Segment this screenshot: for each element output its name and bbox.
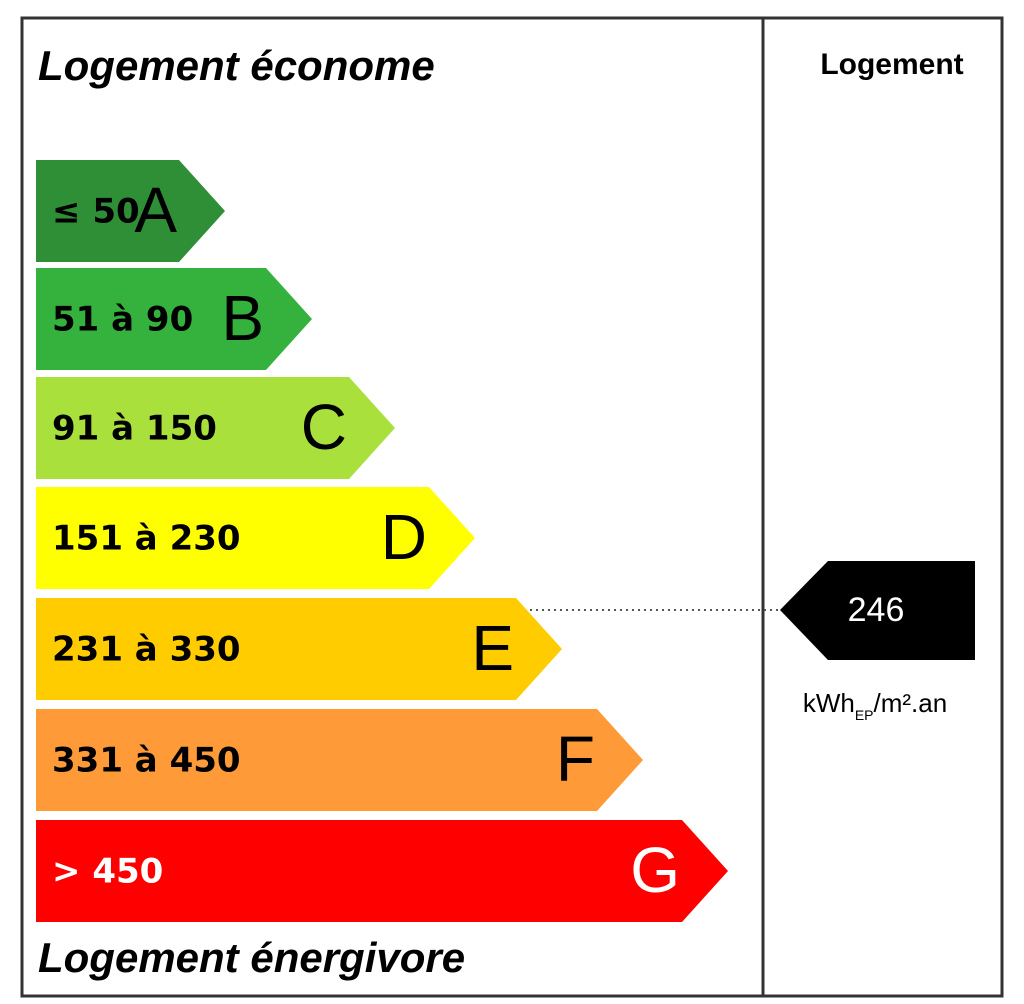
rating-bar [36,487,475,589]
rating-bar [36,820,728,922]
rating-range: 51 à 90 [52,300,193,340]
rating-letter: F [556,723,595,795]
result-arrow [780,561,975,660]
rating-bar [36,160,225,262]
rating-bars: ≤ 50A 51 à 90 B 91 à 150 C 151 à 230 D 231 à 33… [36,160,728,922]
rating-range: 91 à 150 [52,409,217,449]
rating-letter: G [630,834,680,906]
rating-range: 331 à 450 [52,741,241,781]
rating-bar [36,377,395,479]
top-title: Logement économe [38,42,435,89]
rating-range: > 450 [52,852,163,892]
rating-range: 231 à 330 [52,630,241,670]
rating-letter: B [221,282,264,354]
frame [20,16,1004,998]
unit-rest: /m².an [874,688,948,718]
rating-range: ≤ 50 [52,192,140,232]
rating-bar [36,268,312,370]
result-unit: kWhEP/m².an [803,688,947,723]
rating-letter: C [301,391,347,463]
rating-bar [36,709,643,811]
unit-sub: EP [855,707,874,723]
unit-main: kWh [803,688,855,718]
result-value: 246 [848,591,905,629]
rating-range: 151 à 230 [52,519,241,559]
rating-bar [36,598,562,700]
rating-letter: A [134,174,177,246]
bottom-title: Logement énergivore [38,934,465,981]
rating-letter: E [471,612,514,684]
rating-letter: D [381,501,427,573]
column-title: Logement [820,48,963,81]
